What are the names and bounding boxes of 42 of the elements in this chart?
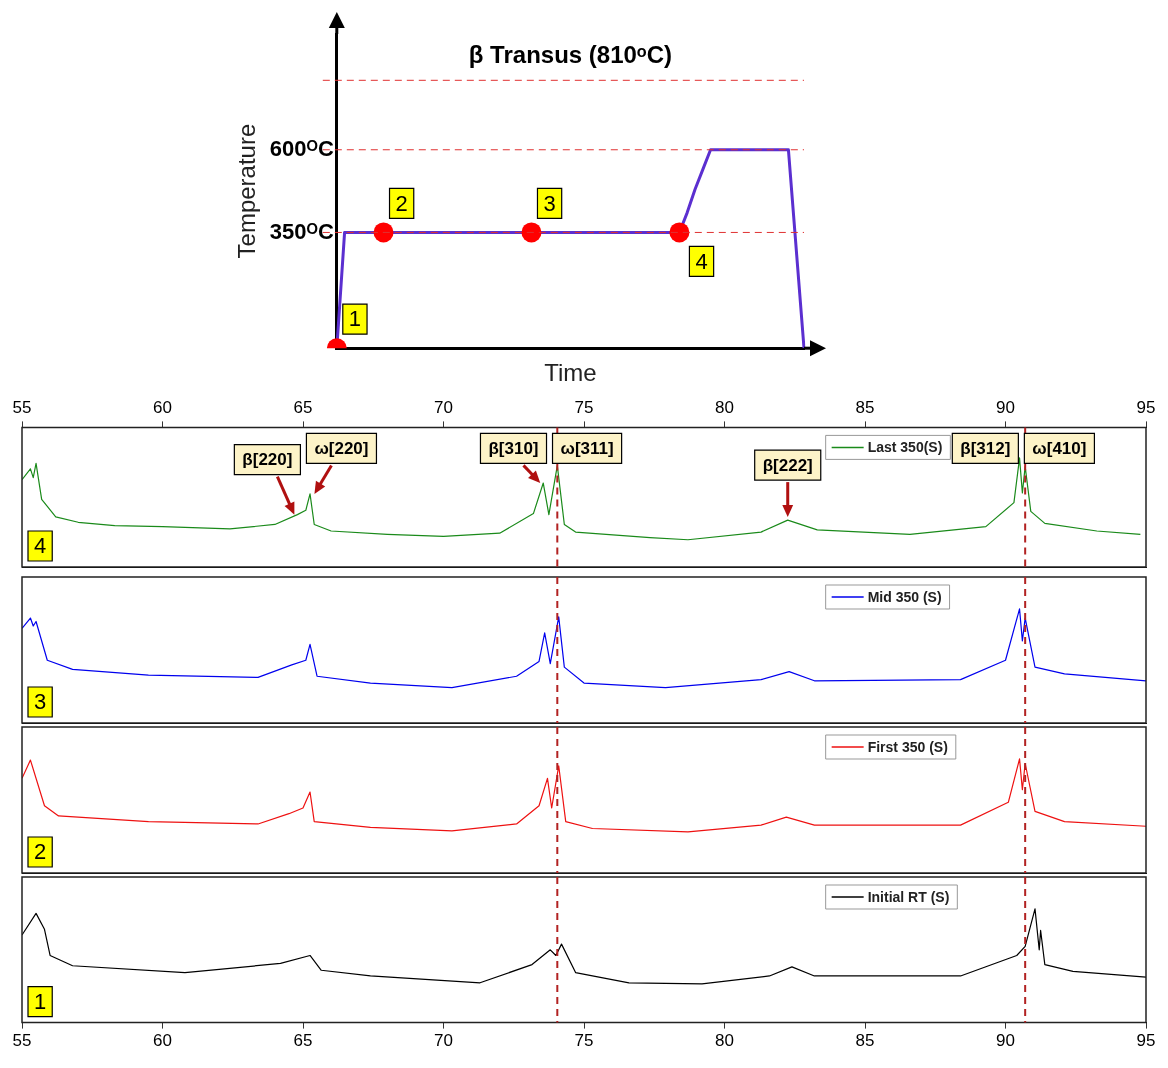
x2-tick-label: 95: [1136, 397, 1156, 417]
y-axis-title: Temperature: [233, 123, 261, 259]
legend-label: Mid 350 (S): [867, 588, 942, 605]
annotation: ω[311]: [560, 439, 614, 459]
annotation: β[222]: [762, 455, 813, 475]
annotation: 4: [33, 533, 47, 559]
annotation: β[310]: [488, 439, 539, 459]
x2-tick-label: 80: [715, 397, 734, 417]
x2-tick-label: 75: [574, 397, 594, 417]
annotation: 1: [348, 306, 362, 332]
x-tick-label: 60: [153, 1031, 172, 1051]
annotation: 2: [33, 839, 47, 865]
annotation: 4: [695, 248, 708, 274]
x2-tick-label: 90: [996, 397, 1015, 417]
x-axis-title: Time: [544, 359, 597, 387]
annotation: 3: [543, 190, 556, 216]
annotation: ω[410]: [1032, 439, 1087, 459]
annotation: 2: [395, 190, 408, 216]
y-tick-label: 600ᴼC: [269, 135, 334, 161]
annotation: β[220]: [242, 450, 293, 470]
x-tick-label: 65: [293, 1031, 313, 1051]
x-tick-label: 70: [434, 1031, 453, 1051]
x2-tick-label: 55: [12, 397, 32, 417]
x-tick-label: 80: [715, 1031, 734, 1051]
y-tick-label: 350ᴼC: [269, 218, 334, 244]
annotation: 1: [33, 988, 47, 1014]
x-tick-label: 75: [574, 1031, 594, 1051]
annotation: 3: [33, 689, 47, 715]
annotation: ω[220]: [314, 439, 369, 459]
legend-label: Last 350(S): [867, 439, 943, 456]
x-tick-label: 55: [12, 1031, 32, 1051]
x2-tick-label: 65: [293, 397, 313, 417]
x2-tick-label: 70: [434, 397, 453, 417]
x-tick-label: 85: [855, 1031, 875, 1051]
legend-label: First 350 (S): [867, 738, 948, 755]
x2-tick-label: 60: [153, 397, 172, 417]
ref-line-label: β Transus (810ᵒC): [468, 40, 673, 68]
x2-tick-label: 85: [855, 397, 875, 417]
annotation: β[312]: [960, 439, 1011, 459]
x-tick-label: 90: [996, 1031, 1015, 1051]
legend-label: Initial RT (S): [867, 888, 950, 905]
x-tick-label: 95: [1136, 1031, 1156, 1051]
